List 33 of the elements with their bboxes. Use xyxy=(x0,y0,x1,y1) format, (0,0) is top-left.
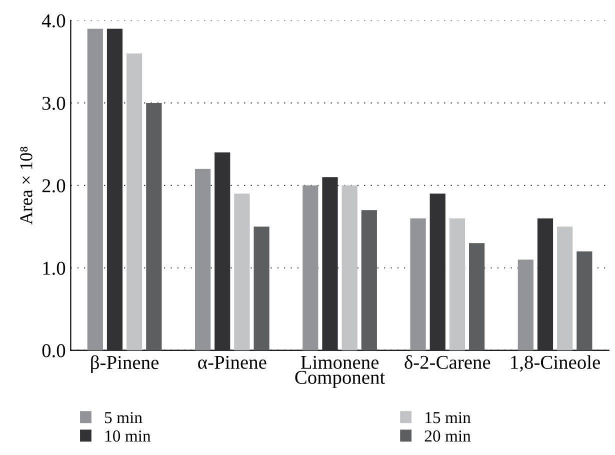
y-tick-label: 0.0 xyxy=(42,344,66,358)
y-axis-title: Area × 10⁸ xyxy=(20,146,32,225)
legend-label: 20 min xyxy=(424,430,471,442)
legend-label: 10 min xyxy=(106,430,151,442)
bar xyxy=(410,218,426,350)
bar xyxy=(254,226,270,350)
bar xyxy=(518,260,534,350)
bar xyxy=(361,210,377,350)
bar xyxy=(576,251,592,350)
bar xyxy=(302,185,318,350)
x-axis-title: Component xyxy=(295,370,386,388)
x-tick-label: α-Pinene xyxy=(198,356,266,369)
bar xyxy=(126,53,142,350)
x-tick-label: Limonene xyxy=(300,356,379,369)
bar xyxy=(449,218,466,350)
y-tick-label: 4.0 xyxy=(42,14,66,28)
x-tick-label: β-Pinene xyxy=(91,355,159,374)
bar xyxy=(234,194,250,350)
x-tick-label: δ-2-Carene xyxy=(404,355,490,369)
bar xyxy=(342,185,358,350)
bar xyxy=(146,102,162,350)
bar xyxy=(557,226,573,350)
y-tick-label: 2.0 xyxy=(42,179,66,192)
bar xyxy=(430,194,446,350)
x-tick-label: 1,8-Cineole xyxy=(511,355,600,372)
bar xyxy=(537,218,554,350)
bar xyxy=(87,28,103,350)
bar xyxy=(194,168,211,350)
y-tick-label: 3.0 xyxy=(42,96,66,110)
y-tick-label: 1.0 xyxy=(43,262,66,275)
bar xyxy=(468,243,485,350)
legend-label: 15 min xyxy=(426,412,471,424)
legend-label: 5 min xyxy=(105,412,142,424)
